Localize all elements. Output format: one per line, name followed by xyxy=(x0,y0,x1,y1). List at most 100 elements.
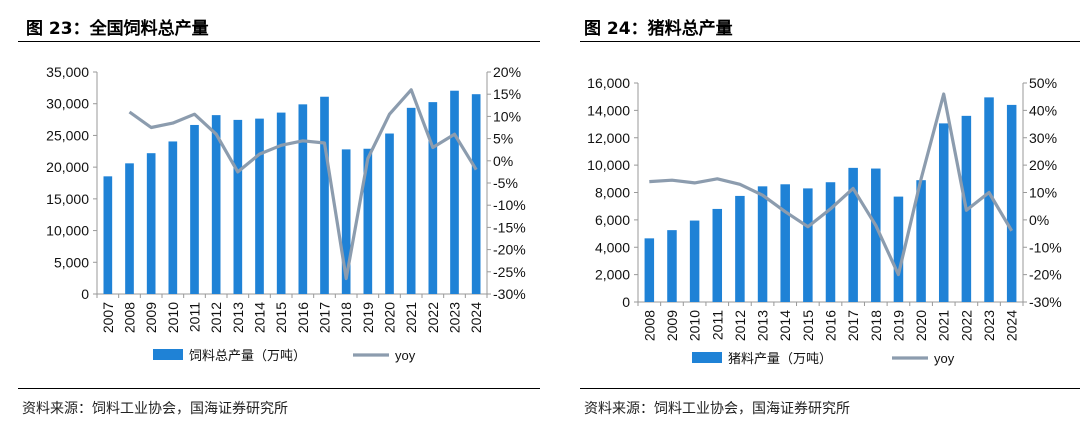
right-tick-label: 0% xyxy=(493,153,513,169)
yoy-line xyxy=(649,92,1014,277)
right-tick-label: -10% xyxy=(493,197,526,213)
x-tick-label: 2014 xyxy=(777,310,793,341)
bar xyxy=(712,208,723,302)
legend-bar-swatch xyxy=(692,352,722,363)
left-tick-label: 0 xyxy=(622,294,630,310)
bar xyxy=(211,115,221,294)
x-tick-label: 2014 xyxy=(252,302,268,333)
right-title-rule xyxy=(580,41,1080,42)
right-tick-label: 15% xyxy=(493,86,521,102)
bar xyxy=(916,180,926,302)
left-tick-label: 20,000 xyxy=(46,159,89,175)
x-tick-label: 2019 xyxy=(360,302,376,333)
bar xyxy=(450,90,459,294)
right-tick-label: 30% xyxy=(1029,130,1057,146)
bar xyxy=(428,102,438,294)
right-tick-label: -25% xyxy=(493,264,526,280)
x-tick-label: 2019 xyxy=(890,310,906,341)
right-tick-label: 50% xyxy=(1029,75,1057,91)
x-tick-label: 2010 xyxy=(687,310,703,341)
bar xyxy=(276,112,286,294)
right-tick-label: -5% xyxy=(493,175,518,191)
x-tick-label: 2012 xyxy=(208,302,224,333)
x-tick-label: 2017 xyxy=(845,310,861,341)
bar xyxy=(255,118,264,295)
x-tick-label: 2021 xyxy=(403,302,419,333)
left-feed-output-chart: 0 5,000 10,000 15,000 20,000 25,000 30,000 35,0… xyxy=(46,64,526,363)
left-tick-label: 2,000 xyxy=(595,267,630,283)
right-figure-panel: 图 24：猪料总产量 0 2,000 4,000 6,000 8,000 10,000 12… xyxy=(580,0,1080,431)
left-source-rule xyxy=(18,388,540,389)
x-tick-label: 2018 xyxy=(868,310,884,341)
x-tick-label: 2024 xyxy=(468,302,484,333)
x-tick-label: 2020 xyxy=(913,310,929,341)
right-tick-label: -20% xyxy=(493,242,526,258)
bar xyxy=(757,186,768,302)
bar xyxy=(363,148,373,294)
x-tick-label: 2020 xyxy=(382,302,398,333)
x-tick-label: 2016 xyxy=(823,310,839,341)
bar xyxy=(168,141,178,294)
bar xyxy=(825,182,836,302)
x-tick-label: 2015 xyxy=(273,302,289,333)
bar xyxy=(125,163,134,294)
bar xyxy=(233,119,243,294)
left-tick-label: 12,000 xyxy=(587,130,630,146)
left-tick-label: 4,000 xyxy=(595,239,630,255)
bar xyxy=(938,123,949,302)
x-tick-label: 2015 xyxy=(800,310,816,341)
bar xyxy=(406,107,416,294)
right-tick-label: -30% xyxy=(493,286,526,302)
legend-bar-swatch xyxy=(153,349,183,360)
bar xyxy=(471,94,481,294)
bar xyxy=(103,176,113,294)
x-tick-label: 2022 xyxy=(425,302,441,333)
right-tick-label: -10% xyxy=(1029,239,1062,255)
x-tick-label: 2023 xyxy=(447,302,463,333)
right-tick-label: -20% xyxy=(1029,267,1062,283)
left-tick-label: 35,000 xyxy=(46,64,89,80)
left-tick-label: 25,000 xyxy=(46,127,89,143)
x-tick-label: 2012 xyxy=(732,310,748,341)
bar xyxy=(341,149,351,294)
bar xyxy=(984,97,994,302)
legend-line-label: yoy xyxy=(934,351,955,366)
left-title-rule xyxy=(18,41,540,42)
right-tick-label: 20% xyxy=(493,64,521,80)
left-source-note: 资料来源：饲料工业协会，国海证券研究所 xyxy=(22,401,288,417)
right-tick-label: 10% xyxy=(493,108,521,124)
x-tick-label: 2013 xyxy=(230,302,246,333)
right-tick-label: -15% xyxy=(493,219,526,235)
bar xyxy=(320,96,329,294)
left-tick-label: 0 xyxy=(81,286,89,302)
bar xyxy=(190,124,199,294)
x-tick-label: 2023 xyxy=(981,310,997,341)
left-tick-label: 10,000 xyxy=(46,223,89,239)
right-hog-feed-output-chart: 0 2,000 4,000 6,000 8,000 10,000 12,000 14,000 1… xyxy=(587,75,1062,366)
x-tick-label: 2009 xyxy=(143,302,159,333)
left-tick-label: 10,000 xyxy=(587,157,630,173)
right-figure-title: 图 24：猪料总产量 xyxy=(584,19,733,39)
x-tick-label: 2018 xyxy=(338,302,354,333)
left-figure-title: 图 23：全国饲料总产量 xyxy=(26,19,209,39)
bar xyxy=(644,238,655,302)
right-tick-label: 10% xyxy=(1029,185,1057,201)
x-tick-label: 2008 xyxy=(641,310,657,341)
left-tick-label: 8,000 xyxy=(595,185,630,201)
right-tick-label: 5% xyxy=(493,131,513,147)
bar xyxy=(871,168,881,302)
x-tick-label: 2011 xyxy=(709,310,725,340)
x-tick-label: 2009 xyxy=(664,310,680,341)
left-tick-label: 15,000 xyxy=(46,191,89,207)
x-tick-label: 2013 xyxy=(755,310,771,341)
bar xyxy=(1006,104,1017,303)
x-tick-label: 2024 xyxy=(1004,310,1020,341)
bar xyxy=(803,188,813,302)
right-source-rule xyxy=(580,388,1080,389)
x-tick-label: 2007 xyxy=(100,302,116,333)
right-tick-label: 20% xyxy=(1029,157,1057,173)
right-tick-label: 0% xyxy=(1029,212,1049,228)
right-tick-label: -30% xyxy=(1029,294,1062,310)
x-tick-label: 2017 xyxy=(317,302,333,333)
left-tick-label: 30,000 xyxy=(46,96,89,112)
